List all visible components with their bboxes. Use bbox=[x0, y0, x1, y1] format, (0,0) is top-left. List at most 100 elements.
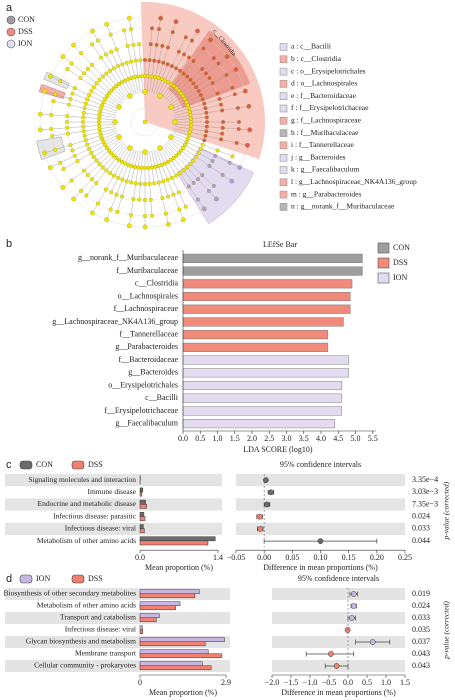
node bbox=[79, 51, 84, 56]
node bbox=[69, 178, 74, 183]
x-axis-title: Mean proportion (%) bbox=[145, 563, 213, 572]
legend-swatch bbox=[279, 153, 288, 162]
bar bbox=[139, 540, 209, 546]
node bbox=[143, 58, 147, 62]
ring bbox=[130, 107, 160, 137]
node bbox=[188, 162, 193, 167]
node bbox=[203, 106, 208, 111]
node bbox=[82, 71, 86, 76]
legend-label: DSS bbox=[88, 574, 103, 583]
panel-label: a bbox=[6, 2, 13, 14]
bar bbox=[182, 304, 351, 314]
legend-marker bbox=[6, 39, 16, 49]
node bbox=[94, 181, 99, 185]
node bbox=[188, 113, 193, 118]
node bbox=[65, 114, 70, 119]
node bbox=[48, 165, 53, 170]
difference-point bbox=[333, 663, 340, 669]
branch bbox=[174, 126, 223, 134]
row-stripe bbox=[272, 636, 405, 648]
legend-label: f : f__Erysipelotrichaceae bbox=[291, 103, 369, 112]
node bbox=[179, 148, 183, 153]
p-value: 3.03e−3 bbox=[412, 487, 438, 496]
branch bbox=[153, 150, 169, 197]
node bbox=[181, 71, 186, 76]
node bbox=[166, 80, 170, 85]
node bbox=[206, 188, 211, 193]
node bbox=[67, 102, 71, 107]
node bbox=[48, 74, 53, 79]
node bbox=[84, 193, 89, 198]
bar bbox=[182, 291, 351, 302]
x-tick-label: −0.05 bbox=[227, 553, 246, 562]
node bbox=[177, 68, 182, 73]
node bbox=[190, 38, 194, 43]
node bbox=[215, 91, 220, 96]
node bbox=[82, 106, 87, 111]
difference-point bbox=[263, 477, 269, 483]
category-label: f__Tannerellaceae bbox=[119, 329, 178, 338]
node bbox=[166, 222, 171, 227]
node bbox=[187, 106, 191, 111]
node bbox=[237, 165, 242, 170]
p-value: 3.35e−4 bbox=[412, 475, 438, 484]
bar bbox=[182, 355, 349, 365]
node bbox=[111, 86, 116, 91]
x-axis-title: LDA SCORE (log10) bbox=[243, 445, 313, 454]
node bbox=[133, 181, 138, 186]
node bbox=[230, 154, 235, 159]
node bbox=[79, 188, 84, 193]
node bbox=[172, 119, 178, 125]
node bbox=[132, 75, 137, 80]
node bbox=[111, 153, 116, 158]
node bbox=[186, 55, 191, 60]
legend-label: l : g__Lachnospiraceae_NK4A136_group bbox=[291, 177, 417, 186]
node bbox=[133, 58, 138, 63]
node bbox=[182, 143, 187, 147]
node bbox=[232, 92, 237, 97]
node bbox=[65, 131, 70, 136]
legend-swatch bbox=[377, 257, 390, 269]
branch bbox=[169, 77, 210, 106]
node bbox=[148, 42, 153, 47]
node bbox=[198, 146, 203, 151]
legend-swatch bbox=[71, 574, 85, 584]
panel-label: d bbox=[6, 573, 12, 585]
node bbox=[176, 49, 181, 54]
node bbox=[122, 28, 127, 33]
x-tick-label: 0.25 bbox=[398, 553, 412, 562]
node bbox=[50, 134, 54, 138]
node bbox=[98, 130, 103, 135]
node bbox=[112, 173, 116, 178]
x-tick-label: 0.0 bbox=[178, 434, 188, 443]
difference-point bbox=[328, 651, 334, 657]
x-tick-label: −2.0 bbox=[265, 678, 280, 687]
node bbox=[150, 213, 154, 218]
node bbox=[168, 82, 173, 86]
node bbox=[234, 140, 239, 145]
category-label: f__Muribaculaceae bbox=[116, 266, 178, 275]
row-stripe bbox=[5, 474, 222, 487]
node bbox=[83, 101, 88, 106]
x-axis-title: Mean proportion (%) bbox=[149, 688, 217, 697]
node bbox=[210, 81, 215, 85]
x-tick-label: 0 bbox=[138, 678, 142, 687]
node bbox=[187, 130, 192, 135]
category-label: Biosynthesis of other secondary metaboli… bbox=[4, 589, 137, 598]
node bbox=[108, 68, 113, 73]
node bbox=[120, 62, 125, 67]
node bbox=[152, 58, 157, 63]
branch bbox=[110, 148, 133, 193]
legend-swatch bbox=[71, 460, 85, 470]
node bbox=[165, 62, 170, 67]
category-label: g__norank_f__Muribaculaceae bbox=[78, 253, 178, 262]
category-label: g__Parabacteroides bbox=[115, 342, 178, 351]
node bbox=[157, 93, 163, 99]
branch bbox=[174, 104, 222, 116]
node bbox=[100, 165, 105, 170]
node bbox=[138, 58, 143, 63]
node bbox=[165, 177, 170, 182]
node bbox=[81, 110, 86, 115]
node bbox=[187, 133, 191, 138]
